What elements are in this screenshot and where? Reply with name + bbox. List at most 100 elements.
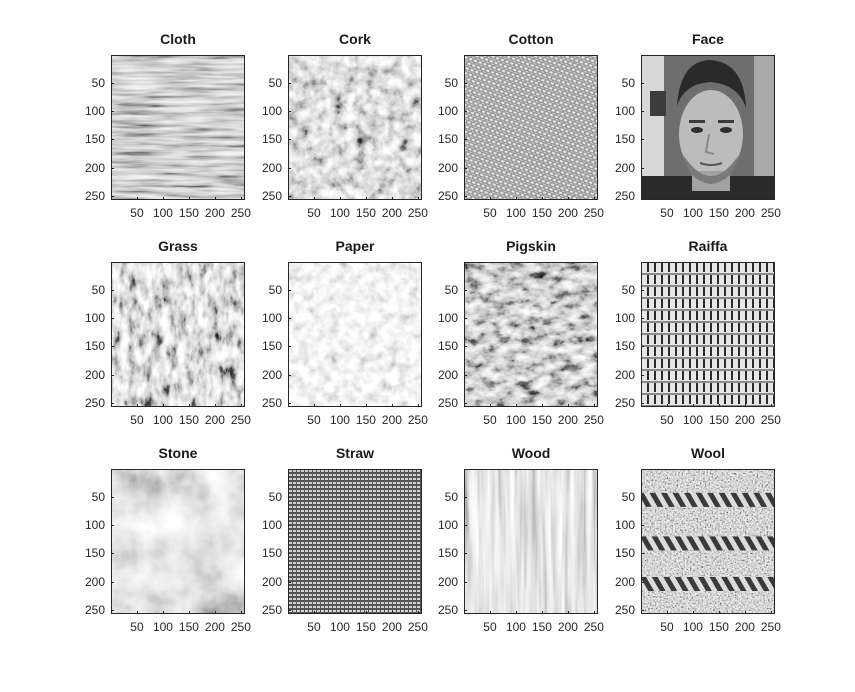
x-tick-label: 150 xyxy=(708,620,729,634)
y-tick-label: 150 xyxy=(84,132,105,147)
y-tick-mark xyxy=(641,167,644,169)
panel-title: Cloth xyxy=(160,31,196,47)
wool-texture-image xyxy=(642,470,774,613)
y-tick-mark xyxy=(464,525,467,527)
y-tick-label: 250 xyxy=(84,188,105,203)
x-tick-label: 250 xyxy=(407,620,428,634)
x-tick-label: 150 xyxy=(531,413,552,427)
wood-texture-image xyxy=(465,470,597,613)
y-tick-label: 50 xyxy=(91,76,105,91)
x-tick-mark xyxy=(365,611,367,614)
y-tick-label: 100 xyxy=(614,518,635,533)
cloth-texture-image xyxy=(112,56,244,199)
x-tick-label: 100 xyxy=(682,620,703,634)
x-tick-label: 250 xyxy=(583,206,604,220)
cotton-texture xyxy=(464,55,598,200)
y-tick-label: 200 xyxy=(84,160,105,175)
y-tick-label: 150 xyxy=(437,546,458,561)
y-tick-mark xyxy=(111,581,114,583)
grass-texture xyxy=(111,262,245,407)
wool-texture xyxy=(641,469,775,614)
x-tick-label: 200 xyxy=(734,206,755,220)
panel-title: Straw xyxy=(335,445,375,461)
x-tick-mark xyxy=(541,404,543,407)
x-tick-label: 150 xyxy=(355,206,376,220)
x-tick-label: 50 xyxy=(483,620,497,634)
y-tick-mark xyxy=(641,525,644,527)
y-tick-mark xyxy=(288,111,291,113)
x-tick-mark xyxy=(515,197,517,200)
x-tick-label: 50 xyxy=(660,620,674,634)
x-tick-mark xyxy=(744,611,746,614)
y-tick-label: 50 xyxy=(268,283,282,298)
x-tick-mark xyxy=(744,404,746,407)
x-tick-mark xyxy=(162,611,164,614)
y-tick-label: 50 xyxy=(268,490,282,505)
y-tick-mark xyxy=(641,195,644,197)
y-tick-mark xyxy=(464,402,467,404)
x-tick-label: 200 xyxy=(734,413,755,427)
x-tick-label: 250 xyxy=(583,620,604,634)
y-tick-mark xyxy=(288,581,291,583)
y-tick-mark xyxy=(288,402,291,404)
x-tick-mark xyxy=(567,404,569,407)
x-tick-mark xyxy=(567,197,569,200)
x-tick-mark xyxy=(770,404,772,407)
x-tick-mark xyxy=(365,404,367,407)
wood-texture xyxy=(464,469,598,614)
y-tick-mark xyxy=(641,497,644,499)
cotton-texture-image xyxy=(465,56,597,199)
y-tick-mark xyxy=(464,111,467,113)
y-tick-label: 200 xyxy=(437,367,458,382)
panel-wool: Wool 50 100 150 200 250 50 100 150 200 250 xyxy=(615,445,781,634)
x-tick-mark xyxy=(666,197,668,200)
panel-title: Cork xyxy=(339,31,371,47)
straw-texture xyxy=(288,469,422,614)
face-photo xyxy=(641,55,775,200)
x-tick-mark xyxy=(744,197,746,200)
y-tick-mark xyxy=(288,167,291,169)
y-tick-mark xyxy=(464,609,467,611)
y-tick-label: 250 xyxy=(614,188,635,203)
x-tick-mark xyxy=(515,404,517,407)
y-tick-label: 250 xyxy=(261,602,282,617)
cork-texture-image xyxy=(289,56,421,199)
panel-title: Raiffa xyxy=(688,238,728,254)
x-tick-mark xyxy=(214,197,216,200)
raffia-texture-image xyxy=(642,263,774,406)
y-tick-label: 200 xyxy=(84,367,105,382)
y-tick-label: 100 xyxy=(84,311,105,326)
x-tick-mark xyxy=(188,197,190,200)
y-tick-mark xyxy=(464,83,467,85)
x-tick-mark xyxy=(162,197,164,200)
y-tick-mark xyxy=(111,290,114,292)
x-tick-label: 50 xyxy=(307,206,321,220)
x-tick-label: 100 xyxy=(682,206,703,220)
x-tick-mark xyxy=(214,611,216,614)
y-tick-mark xyxy=(464,195,467,197)
x-tick-label: 200 xyxy=(734,620,755,634)
pigskin-texture xyxy=(464,262,598,407)
x-tick-label: 100 xyxy=(505,206,526,220)
x-tick-mark xyxy=(692,197,694,200)
panel-title: Paper xyxy=(335,238,375,254)
x-tick-mark xyxy=(214,404,216,407)
y-tick-mark xyxy=(464,346,467,348)
x-tick-mark xyxy=(136,611,138,614)
x-tick-mark xyxy=(313,611,315,614)
y-tick-mark xyxy=(464,167,467,169)
y-tick-label: 200 xyxy=(261,367,282,382)
x-tick-mark xyxy=(567,611,569,614)
x-tick-label: 150 xyxy=(531,206,552,220)
x-tick-label: 200 xyxy=(557,206,578,220)
x-tick-mark xyxy=(489,611,491,614)
x-tick-label: 50 xyxy=(660,413,674,427)
x-tick-mark xyxy=(666,404,668,407)
y-tick-mark xyxy=(288,318,291,320)
x-tick-label: 100 xyxy=(505,413,526,427)
x-tick-label: 50 xyxy=(483,206,497,220)
x-tick-mark xyxy=(593,404,595,407)
y-tick-label: 100 xyxy=(614,311,635,326)
y-tick-label: 200 xyxy=(614,574,635,589)
x-tick-mark xyxy=(718,197,720,200)
